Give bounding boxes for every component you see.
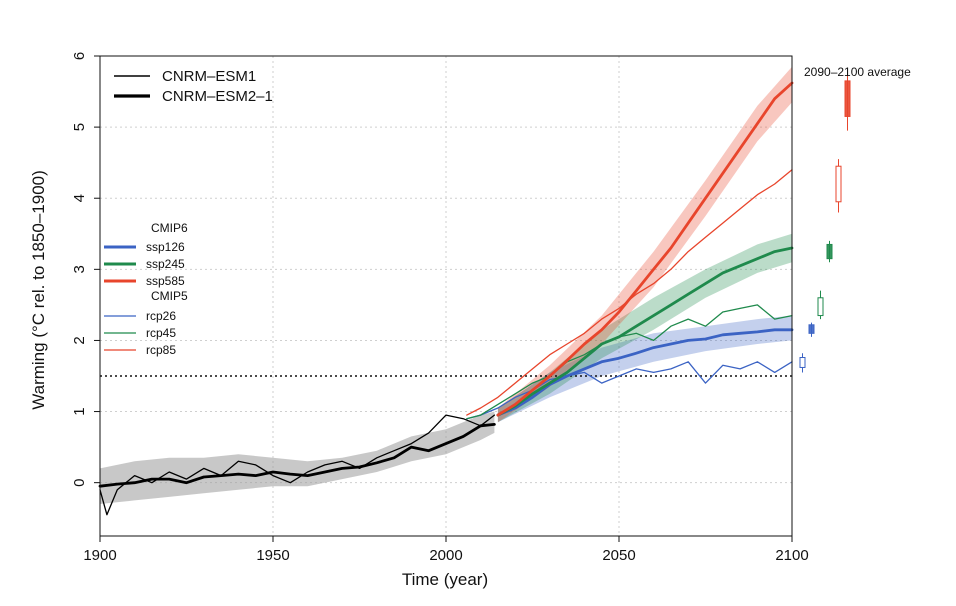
box-ssp245: [826, 243, 833, 260]
legend-label-esm1: CNRM–ESM1: [162, 68, 256, 85]
box-ssp585: [844, 80, 851, 117]
axis-ticks: 1900 1950 2000 2050 2100 0 1 2 3 4 5 6: [71, 52, 809, 564]
x-tick-label-2: 2000: [429, 547, 462, 564]
x-tick-label-0: 1900: [83, 547, 116, 564]
box-rcp45: [817, 297, 824, 317]
average-boxplots: [799, 73, 851, 373]
legend-models: CNRM–ESM1 CNRM–ESM2–1: [114, 68, 273, 105]
series-line-ssp126: [496, 328, 794, 417]
band-ssp126: [497, 315, 792, 423]
y-tick-label-1: 1: [71, 407, 88, 415]
x-tick-label-3: 2050: [602, 547, 635, 564]
y-tick-label-6: 6: [71, 52, 88, 60]
legend-label-ssp126: ssp126: [146, 240, 185, 254]
x-tick-label-1: 1950: [256, 547, 289, 564]
series-lines: [98, 81, 794, 516]
x-tick-label-4: 2100: [775, 547, 808, 564]
series-line-hist_esm2: [98, 422, 496, 488]
series-line-ssp245: [496, 246, 794, 417]
series-line-rcp45: [466, 304, 793, 420]
average-panel-title: 2090–2100 average: [804, 65, 911, 79]
y-axis-title: Warming (°C rel. to 1850–1900): [29, 170, 48, 410]
y-tick-label-0: 0: [71, 478, 88, 486]
band-hist: [100, 411, 495, 504]
legend-label-rcp45: rcp45: [146, 326, 176, 340]
x-axis-title: Time (year): [402, 570, 488, 589]
legend-label-ssp585: ssp585: [146, 274, 185, 288]
legend-group-cmip6: CMIP6: [151, 221, 188, 235]
legend-label-ssp245: ssp245: [146, 257, 185, 271]
series-line-rcp26: [466, 361, 793, 420]
box-ssp126: [808, 324, 815, 334]
y-tick-label-3: 3: [71, 265, 88, 273]
series-line-hist_esm1: [99, 414, 496, 516]
series-line-ssp585: [496, 81, 794, 417]
box-rcp85: [835, 165, 842, 203]
legend-scenarios: CMIP6 ssp126 ssp245 ssp585 CMIP5 rcp26 r…: [104, 221, 188, 357]
legend-label-esm2: CNRM–ESM2–1: [162, 88, 273, 105]
box-rcp26: [799, 357, 806, 368]
y-tick-label-5: 5: [71, 123, 88, 131]
legend-group-cmip5: CMIP5: [151, 289, 188, 303]
legend-label-rcp85: rcp85: [146, 343, 176, 357]
y-tick-label-4: 4: [71, 194, 88, 202]
y-tick-label-2: 2: [71, 336, 88, 344]
legend-label-rcp26: rcp26: [146, 309, 176, 323]
